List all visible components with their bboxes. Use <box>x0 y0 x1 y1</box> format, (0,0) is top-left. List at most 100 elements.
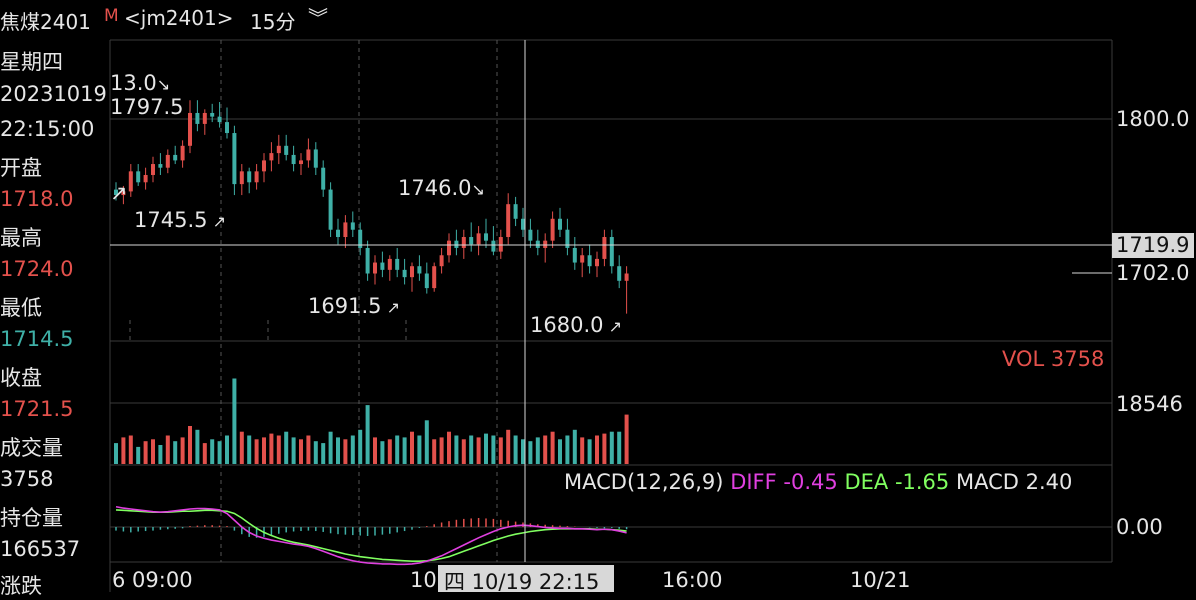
volume-bar <box>225 435 229 464</box>
volume-bar <box>343 439 348 464</box>
volume-bar <box>276 435 281 464</box>
diff-value: -0.45 <box>783 470 838 494</box>
candle-body <box>528 229 533 241</box>
volume-bar <box>365 405 370 464</box>
close-value: 1721.5 <box>0 397 74 421</box>
candle-body <box>151 164 155 175</box>
candle-body <box>202 112 207 124</box>
volume-bar <box>232 378 237 464</box>
candle-body <box>299 160 303 165</box>
volume-bar <box>306 435 311 464</box>
candle-body <box>373 262 377 274</box>
candle-body <box>158 164 163 168</box>
volume-bar <box>521 439 525 464</box>
arrow-up-right-icon: ↗ <box>110 181 128 205</box>
volume-value: 3758 <box>0 467 54 491</box>
candle-body <box>550 218 555 241</box>
volume-bar <box>454 435 459 464</box>
candle-body <box>447 240 451 256</box>
candle-body <box>173 154 178 161</box>
candle-body <box>410 266 414 278</box>
volume-bar <box>565 435 570 464</box>
volume-bar <box>602 433 607 464</box>
open-label: 开盘 <box>0 156 42 180</box>
candle-body <box>513 204 518 219</box>
volume-bar <box>543 435 548 464</box>
weekday-label: 星期四 <box>0 50 63 74</box>
contract-code[interactable]: <jm2401> <box>124 6 234 30</box>
low-b-label: 1691.5 ↗ <box>308 294 400 318</box>
candle-body <box>188 112 192 146</box>
volume-bar <box>587 439 592 464</box>
volume-bar <box>210 439 215 464</box>
low-c-value: 1680.0 <box>530 313 604 337</box>
candle-body <box>484 233 488 241</box>
last-price-label: 1702.0 <box>1116 261 1190 285</box>
period-selector[interactable]: 15分 <box>250 10 296 34</box>
volume-bar <box>402 437 407 464</box>
candle-body <box>291 154 296 165</box>
volume-bar <box>195 429 200 464</box>
high-label: 最高 <box>0 226 42 250</box>
volume-bar <box>380 441 385 464</box>
candle-body <box>498 237 503 252</box>
low-a-label: 1745.5 ↗ <box>134 208 226 232</box>
volume-series <box>114 378 629 464</box>
volume-bar <box>313 441 318 464</box>
volume-axis-label: 18546 <box>1116 392 1183 416</box>
symbol-name[interactable]: 焦煤2401 <box>0 10 91 34</box>
grid-lines <box>109 39 1113 592</box>
candle-body <box>439 255 444 267</box>
volume-bar <box>410 431 414 464</box>
candle-body <box>239 171 244 185</box>
dea-line <box>115 509 627 563</box>
volume-bar <box>624 414 629 464</box>
low-value: 1714.5 <box>0 327 74 351</box>
volume-bar <box>373 437 377 464</box>
candle-body <box>432 266 437 289</box>
volume-bar <box>239 431 244 464</box>
candle-body <box>469 237 474 245</box>
volume-bar <box>387 439 392 464</box>
candle-body <box>336 229 340 238</box>
volume-bar <box>165 435 170 464</box>
candle-body <box>595 258 599 267</box>
volume-bar <box>498 437 503 464</box>
macd-series <box>115 505 628 566</box>
candle-body <box>587 255 592 267</box>
chart-header: 焦煤2401 M <jm2401> 15分 ︾ <box>0 0 1196 40</box>
candle-body <box>395 258 400 270</box>
candle-body <box>328 189 333 230</box>
volume-bar <box>328 431 333 464</box>
low-b-value: 1691.5 <box>308 294 382 318</box>
volume-bar <box>128 435 133 464</box>
chevron-double-down-icon[interactable]: ︾ <box>308 6 328 30</box>
open-interest-label: 持仓量 <box>0 506 63 530</box>
candle-body <box>306 149 311 161</box>
candle-body <box>491 240 496 252</box>
candle-body <box>247 171 252 183</box>
candle-body <box>617 266 622 281</box>
candle-body <box>284 145 289 155</box>
arrow-up-right-icon: ↗ <box>207 212 226 231</box>
candle-body <box>180 145 185 161</box>
change-label: 涨跌 <box>0 574 42 598</box>
candle-body <box>387 258 392 270</box>
candle-body <box>417 266 422 274</box>
candle-body <box>217 116 222 123</box>
candle-body <box>165 154 170 168</box>
crosshair-time-box <box>438 565 614 592</box>
high-a-change-value: 13.0 <box>110 71 157 95</box>
time-tick-3: 16:00 <box>662 568 723 592</box>
session-dividers <box>129 40 498 562</box>
candle-body <box>535 240 540 248</box>
candle-body <box>210 112 215 117</box>
candle-body <box>558 218 562 230</box>
macd-value: 2.40 <box>1025 470 1073 494</box>
high-a-change: 13.0↘ <box>110 71 170 95</box>
candle-body <box>580 255 585 263</box>
macd-zero-label: 0.00 <box>1116 515 1163 539</box>
volume-bar <box>269 433 274 464</box>
volume-bar <box>484 433 488 464</box>
